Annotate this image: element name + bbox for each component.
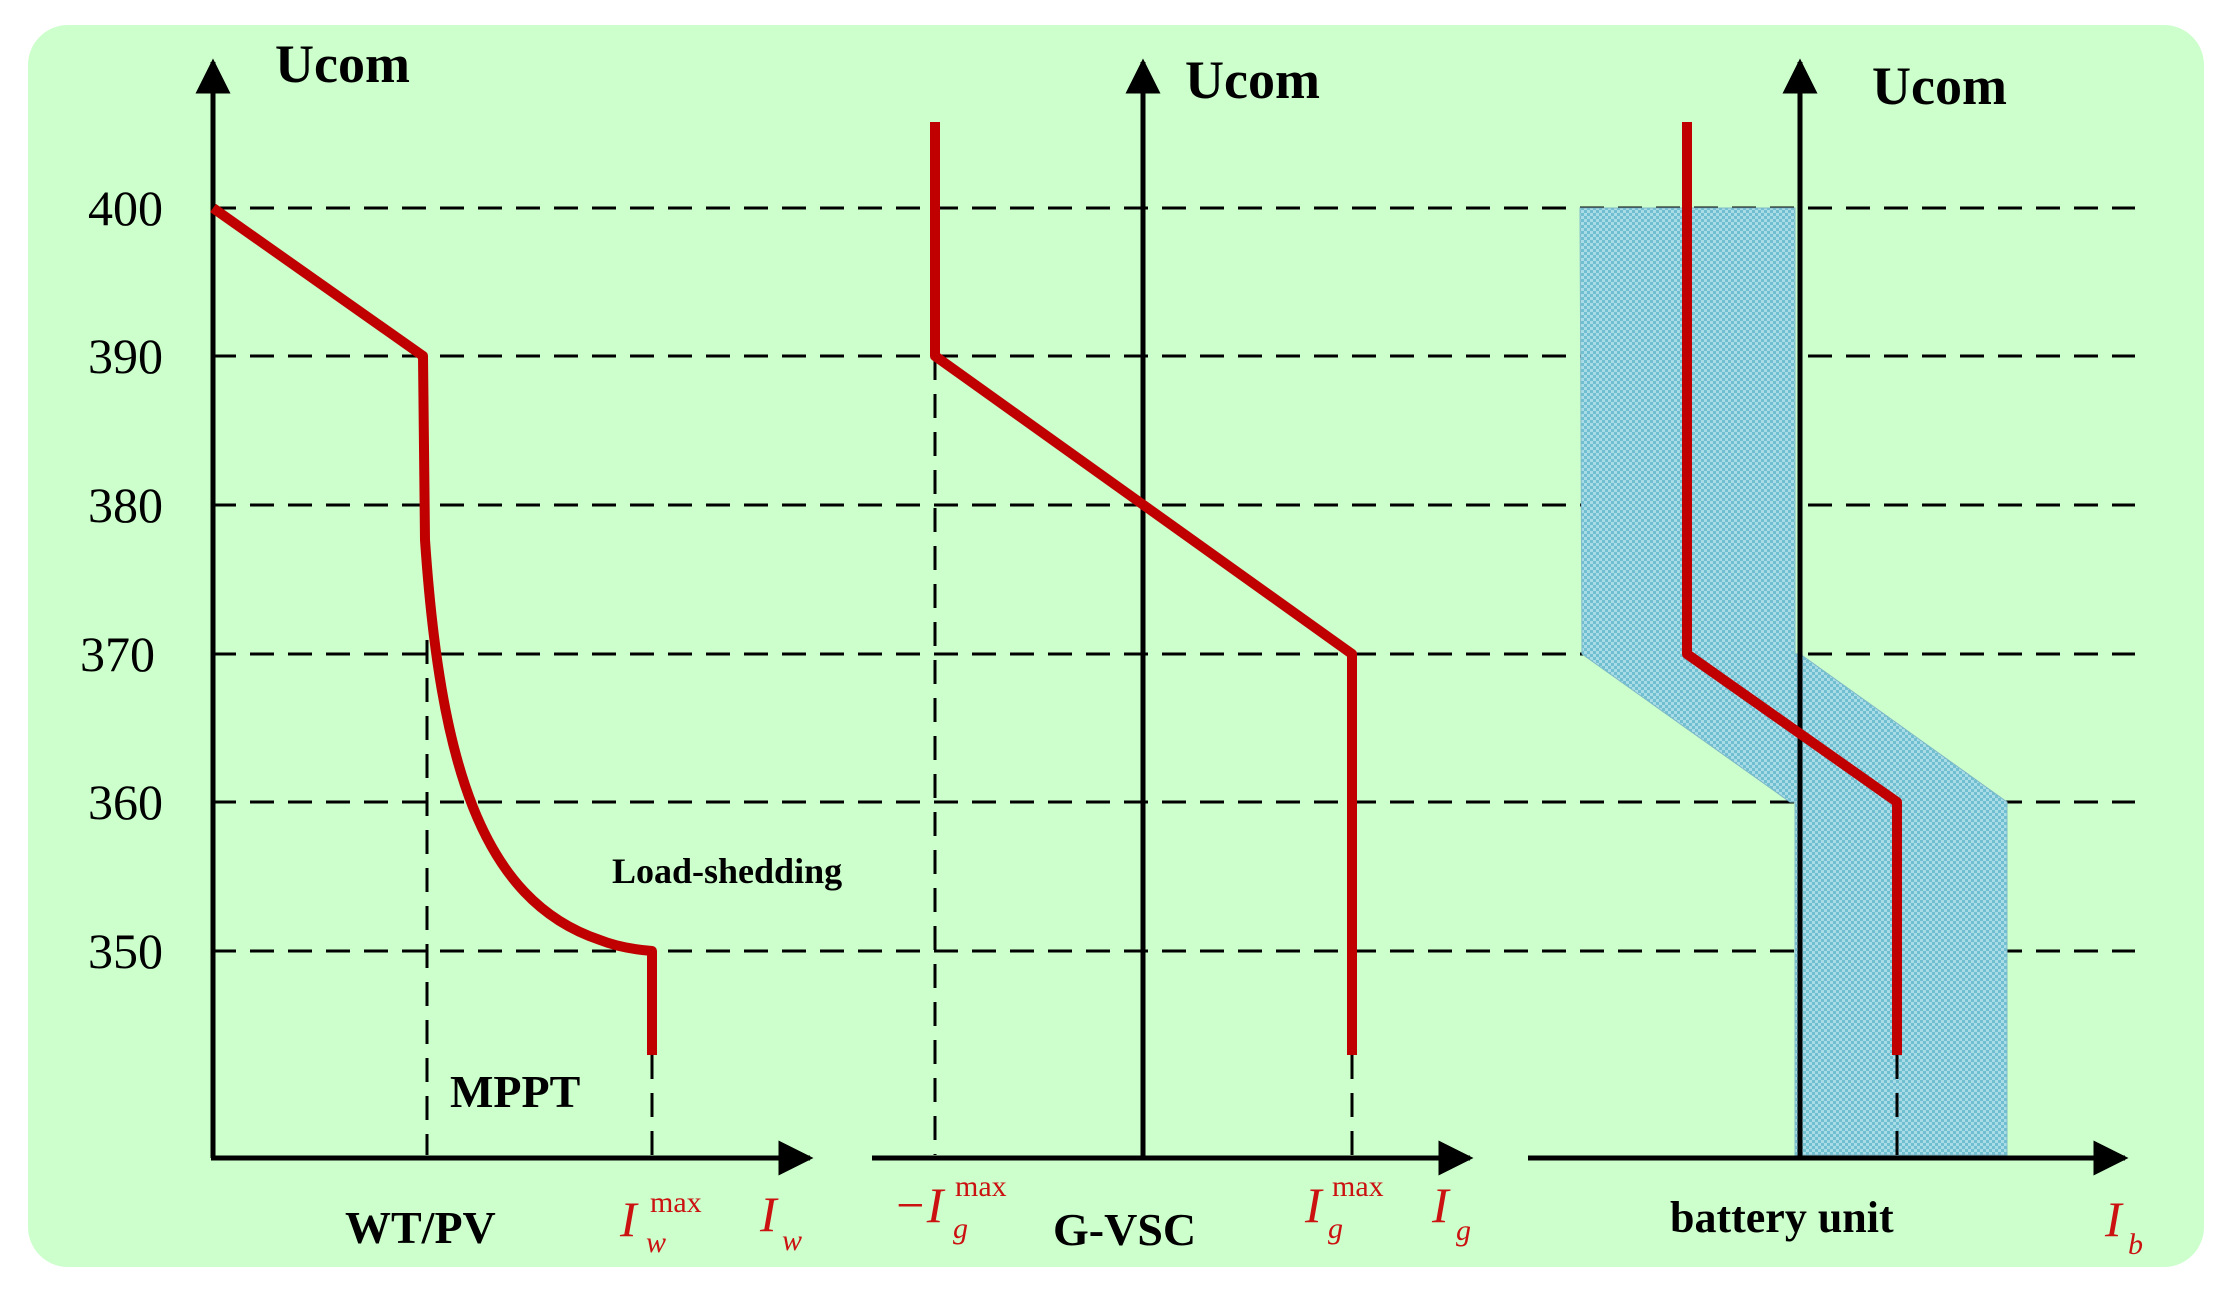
- battery-curve: [1682, 122, 1902, 1055]
- battery-axis-sub: b: [2128, 1228, 2143, 1261]
- y-tick-360: 360: [88, 774, 163, 830]
- wt-imax-base: I: [619, 1191, 639, 1247]
- drop-lines: [425, 356, 1899, 1155]
- y-tick-350: 350: [88, 923, 163, 979]
- gvsc-axis-base: I: [1431, 1177, 1451, 1233]
- wt-ylabel: Ucom: [275, 34, 410, 94]
- gvsc-neg-imax-sup: max: [955, 1170, 1007, 1203]
- wt-axis-sub: w: [782, 1224, 802, 1257]
- wt-imax-sub: w: [646, 1226, 666, 1259]
- gvsc-axis-sub: g: [1456, 1214, 1471, 1247]
- y-tick-labels: 400 390 380 370 360 350: [80, 180, 163, 979]
- battery-axis-base: I: [2104, 1191, 2124, 1247]
- gvsc-panel-name: G-VSC: [1053, 1204, 1196, 1255]
- y-tick-380: 380: [88, 477, 163, 533]
- gvsc-neg-imax-label: −I g max: [893, 1170, 1007, 1245]
- wt-imax-label: I w max: [619, 1186, 702, 1259]
- gvsc-imax-base: I: [1304, 1177, 1324, 1233]
- characteristic-curves: [210, 122, 1902, 1055]
- battery-axis-label: I b: [2104, 1191, 2143, 1261]
- axes: [195, 58, 2129, 1176]
- mppt-label: MPPT: [450, 1066, 580, 1117]
- gvsc-imax-sub: g: [1328, 1212, 1343, 1245]
- gvsc-axis-label: I g: [1431, 1177, 1471, 1247]
- wt-curve: [210, 203, 657, 1055]
- gvsc-imax-sup: max: [1332, 1170, 1384, 1203]
- wt-imax-sup: max: [650, 1186, 702, 1219]
- wt-axis-base: I: [759, 1186, 779, 1242]
- gvsc-ylabel: Ucom: [1185, 50, 1320, 110]
- load-shedding-label: Load-shedding: [612, 851, 842, 891]
- gvsc-imax-label: I g max: [1304, 1170, 1384, 1245]
- battery-ylabel: Ucom: [1872, 56, 2007, 116]
- y-tick-370: 370: [80, 626, 155, 682]
- wt-panel-name: WT/PV: [345, 1202, 496, 1253]
- y-tick-400: 400: [88, 180, 163, 236]
- wt-axis-label: I w: [759, 1186, 802, 1257]
- gvsc-neg-imax-base: −I: [893, 1177, 946, 1233]
- gvsc-curve: [930, 122, 1357, 1055]
- gvsc-neg-imax-sub: g: [953, 1212, 968, 1245]
- battery-panel-name: battery unit: [1670, 1193, 1894, 1242]
- y-tick-390: 390: [88, 328, 163, 384]
